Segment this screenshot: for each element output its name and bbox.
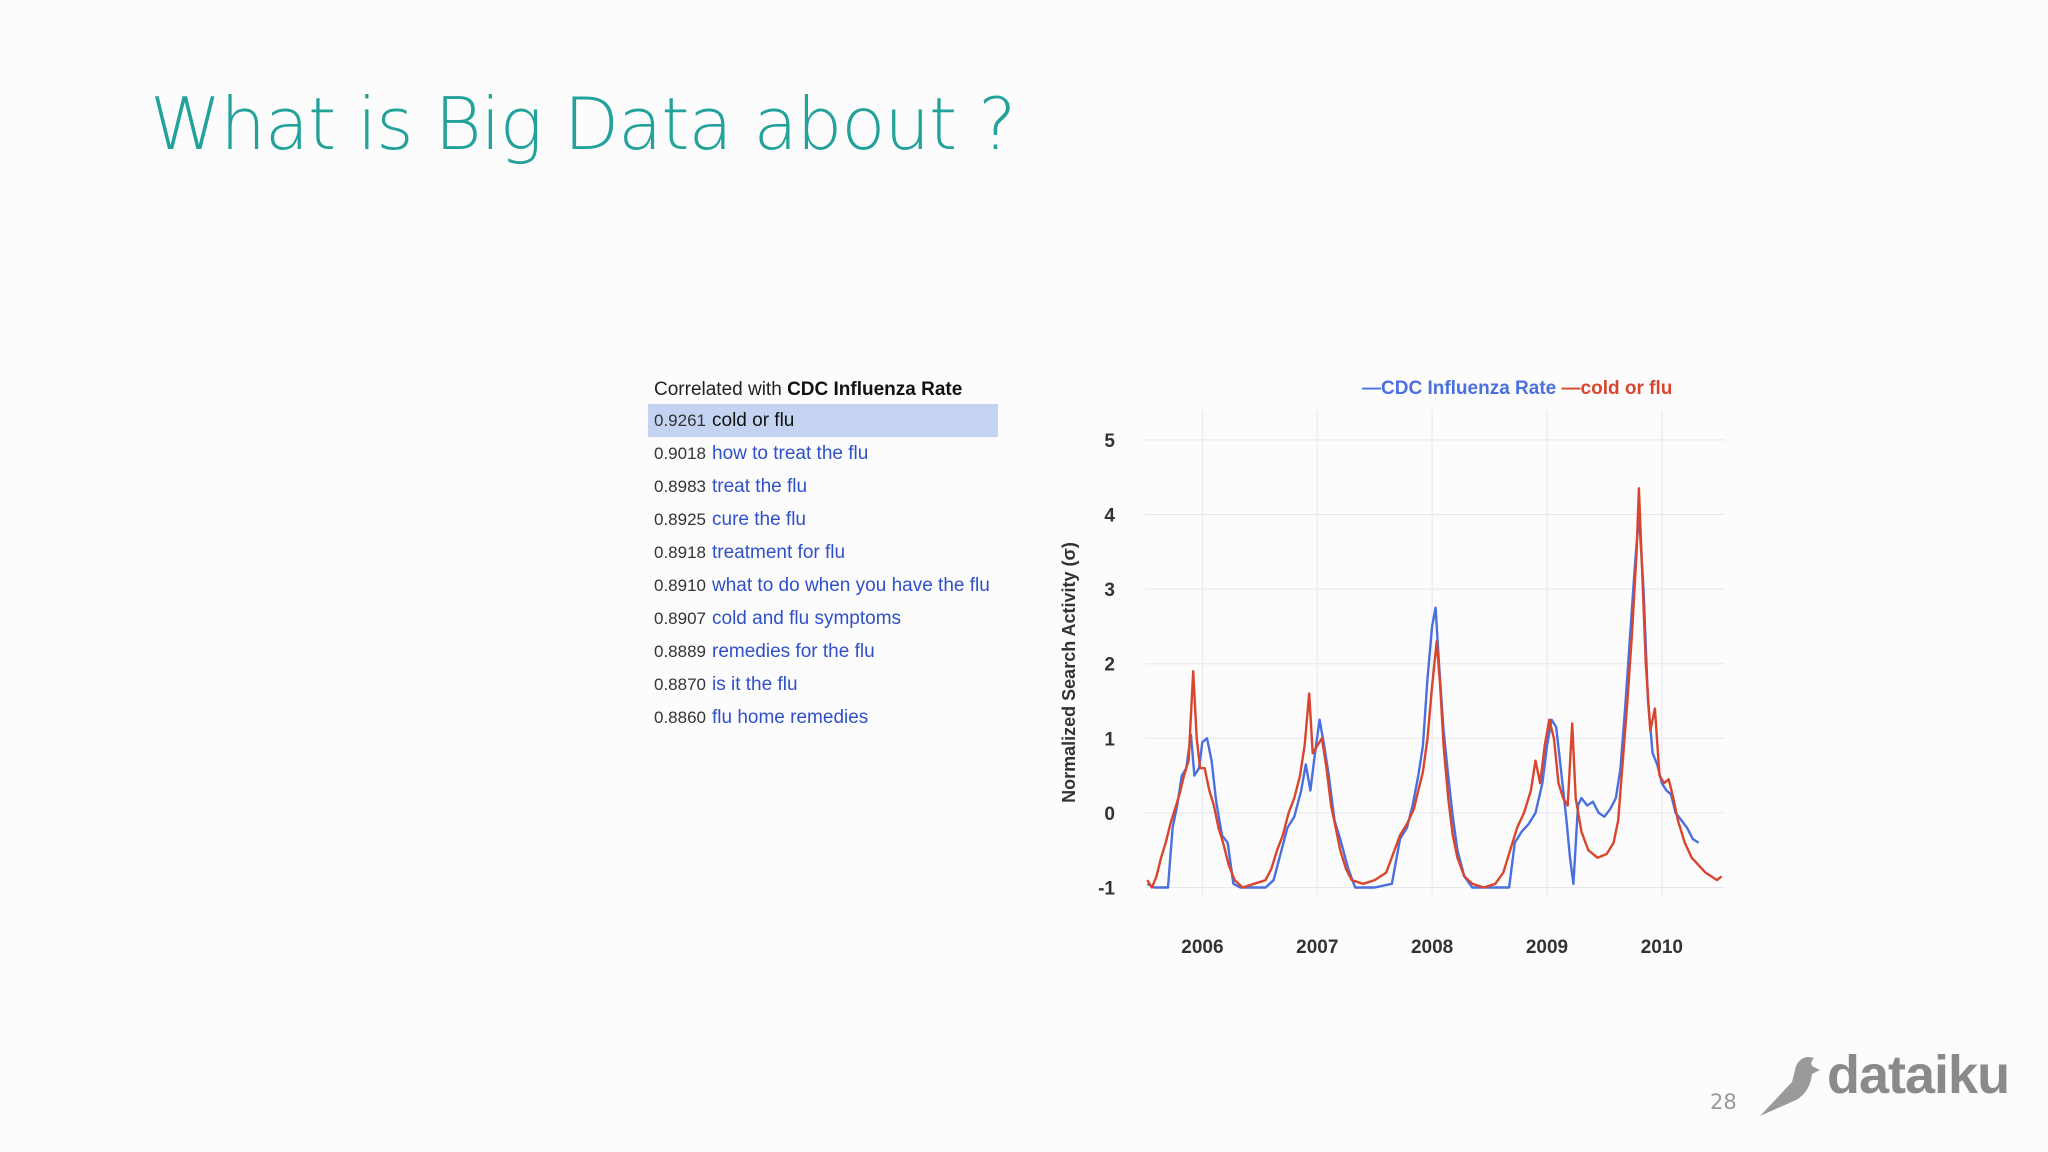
slide-title: What is Big Data about ? bbox=[150, 82, 1016, 166]
correlation-term-link[interactable]: is it the flu bbox=[712, 674, 798, 695]
x-tick-label: 2006 bbox=[1181, 937, 1223, 958]
correlation-score: 0.8925 bbox=[654, 510, 706, 529]
correlation-row[interactable]: 0.8907 cold and flu symptoms bbox=[648, 602, 1028, 635]
correlation-term-link[interactable]: how to treat the flu bbox=[712, 443, 869, 464]
correlation-term-link[interactable]: cure the flu bbox=[712, 509, 806, 530]
correlation-header-target: CDC Influenza Rate bbox=[787, 379, 963, 400]
y-tick-label: 3 bbox=[1104, 580, 1115, 601]
x-tick-label: 2007 bbox=[1296, 937, 1338, 958]
legend-entry: —cold or flu bbox=[1556, 378, 1672, 399]
legend-entry: —CDC Influenza Rate bbox=[1362, 378, 1556, 399]
correlation-row[interactable]: 0.8889 remedies for the flu bbox=[648, 635, 1028, 668]
correlation-score: 0.8860 bbox=[654, 708, 706, 727]
correlation-term-link[interactable]: what to do when you have the flu bbox=[712, 575, 990, 596]
correlation-row[interactable]: 0.8860 flu home remedies bbox=[648, 701, 1028, 734]
y-axis-label: Normalized Search Activity (σ) bbox=[1059, 542, 1079, 803]
correlation-list: 0.9261 cold or flu 0.9018 how to treat the … bbox=[648, 404, 1028, 734]
correlation-term-link[interactable]: cold or flu bbox=[712, 410, 795, 431]
y-tick-label: 5 bbox=[1104, 431, 1115, 452]
chart-legend: —CDC Influenza Rate —cold or flu bbox=[1362, 378, 1672, 399]
correlation-term-link[interactable]: flu home remedies bbox=[712, 707, 869, 728]
correlation-row[interactable]: 0.9261 cold or flu bbox=[648, 404, 998, 437]
logo-text: dataiku bbox=[1827, 1045, 2010, 1105]
page-number: 28 bbox=[1710, 1090, 1737, 1114]
correlation-score: 0.8889 bbox=[654, 642, 706, 661]
correlation-row[interactable]: 0.8983 treat the flu bbox=[648, 470, 1028, 503]
correlation-score: 0.8910 bbox=[654, 576, 706, 595]
dataiku-logo: dataiku bbox=[1752, 1040, 2012, 1120]
correlation-term-link[interactable]: cold and flu symptoms bbox=[712, 608, 902, 629]
y-tick-label: 2 bbox=[1104, 655, 1115, 676]
correlation-score: 0.8907 bbox=[654, 609, 706, 628]
x-tick-label: 2010 bbox=[1641, 937, 1683, 958]
correlation-row[interactable]: 0.8918 treatment for flu bbox=[648, 536, 1028, 569]
y-tick-label: 0 bbox=[1104, 804, 1115, 825]
correlation-header-prefix: Correlated with bbox=[654, 379, 788, 400]
y-tick-label: -1 bbox=[1098, 879, 1115, 900]
correlation-score: 0.9018 bbox=[654, 444, 706, 463]
correlation-score: 0.8918 bbox=[654, 543, 706, 562]
correlation-panel: Correlated with CDC Influenza Rate 0.926… bbox=[648, 376, 1028, 734]
correlation-row[interactable]: 0.8870 is it the flu bbox=[648, 668, 1028, 701]
correlation-row[interactable]: 0.8910 what to do when you have the flu bbox=[648, 569, 1028, 602]
correlation-score: 0.8983 bbox=[654, 477, 706, 496]
bird-logo-icon bbox=[1760, 1057, 1820, 1116]
correlation-term-link[interactable]: remedies for the flu bbox=[712, 641, 875, 662]
series-line-cold-or-flu bbox=[1146, 487, 1723, 889]
x-tick-label: 2008 bbox=[1411, 937, 1453, 958]
correlation-term-link[interactable]: treatment for flu bbox=[712, 542, 846, 563]
y-tick-label: 4 bbox=[1104, 505, 1115, 526]
correlation-header: Correlated with CDC Influenza Rate bbox=[648, 376, 1028, 404]
y-tick-label: 1 bbox=[1104, 729, 1115, 750]
x-tick-label: 2009 bbox=[1526, 937, 1568, 958]
correlation-term-link[interactable]: treat the flu bbox=[712, 476, 808, 497]
correlation-score: 0.9261 bbox=[654, 411, 706, 430]
correlation-row[interactable]: 0.9018 how to treat the flu bbox=[648, 437, 1028, 470]
correlation-row[interactable]: 0.8925 cure the flu bbox=[648, 503, 1028, 536]
correlation-score: 0.8870 bbox=[654, 675, 706, 694]
